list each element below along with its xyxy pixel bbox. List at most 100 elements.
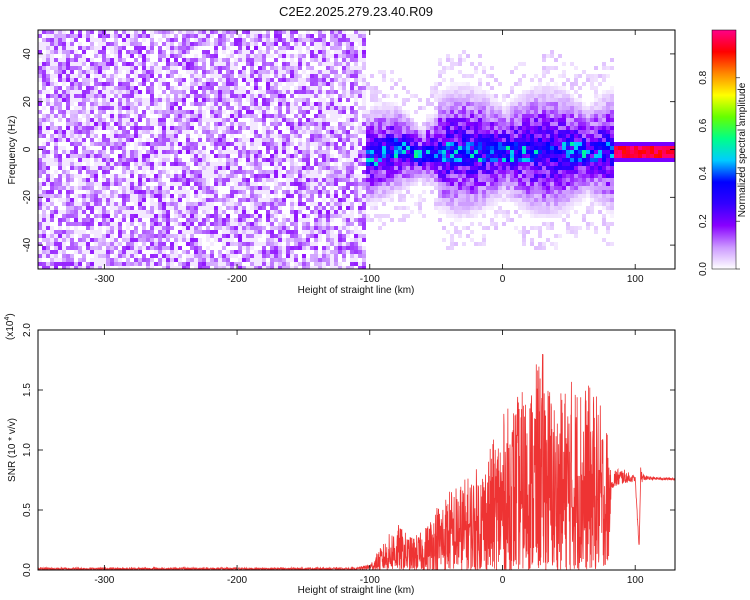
spectrogram-cell: [350, 206, 354, 210]
spectrogram-cell: [122, 218, 126, 222]
spectrogram-cell: [466, 178, 470, 182]
spectrogram-cell: [350, 178, 354, 182]
spectrogram-cell: [142, 146, 146, 150]
spectrogram-cell: [206, 190, 210, 194]
spectrogram-cell: [90, 94, 94, 98]
spectrogram-cell: [50, 66, 54, 70]
spectrogram-cell: [230, 106, 234, 110]
spectrogram-cell: [50, 262, 54, 266]
spectrogram-cell: [306, 178, 310, 182]
spectrogram-cell: [394, 190, 398, 194]
spectrogram-cell: [178, 158, 182, 162]
spectrogram-cell: [426, 122, 430, 126]
spectrogram-cell: [358, 266, 362, 269]
spectrogram-cell: [370, 154, 374, 158]
spectrogram-cell: [490, 206, 494, 210]
spectrogram-cell: [134, 42, 138, 46]
spectrogram-cell: [406, 98, 410, 102]
spectrogram-cell: [118, 146, 122, 150]
spectrogram-cell: [502, 94, 506, 98]
spectrogram-cell: [114, 246, 118, 250]
spectrogram-cell: [42, 98, 46, 102]
spectrogram-cell: [326, 218, 330, 222]
spectrogram-cell: [46, 130, 50, 134]
spectrogram-cell: [178, 122, 182, 126]
spectrogram-cell: [58, 234, 62, 238]
spectrogram-cell: [498, 110, 502, 114]
spectrogram-cell: [322, 30, 326, 34]
spectrogram-cell: [170, 178, 174, 182]
spectrogram-cell: [234, 162, 238, 166]
spectrogram-cell: [450, 78, 454, 82]
spectrogram-cell: [346, 222, 350, 226]
spectrogram-cell: [438, 90, 442, 94]
spectrogram-cell: [314, 114, 318, 118]
spectrogram-cell: [62, 114, 66, 118]
spectrogram-cell: [170, 102, 174, 106]
spectrogram-cell: [94, 162, 98, 166]
spectrogram-cell: [330, 206, 334, 210]
spectrogram-cell: [478, 98, 482, 102]
spectrogram-cell: [286, 122, 290, 126]
spectrogram-cell: [230, 86, 234, 90]
spectrogram-cell: [330, 134, 334, 138]
spectrogram-cell: [362, 150, 366, 154]
spectrogram-cell: [94, 94, 98, 98]
spectrogram-cell: [458, 202, 462, 206]
spectrogram-cell: [346, 70, 350, 74]
spectrogram-cell: [446, 158, 450, 162]
spectrogram-cell: [166, 230, 170, 234]
spectrogram-cell: [290, 66, 294, 70]
spectrogram-cell: [298, 50, 302, 54]
spectrogram-cell: [470, 134, 474, 138]
spectrogram-cell: [66, 106, 70, 110]
spectrogram-cell: [366, 154, 370, 158]
spectrogram-cell: [62, 42, 66, 46]
spectrogram-cell: [86, 198, 90, 202]
spectrogram-cell: [42, 230, 46, 234]
spectrogram-cell: [454, 154, 458, 158]
spectrogram-cell: [358, 142, 362, 146]
spectrogram-cell: [166, 214, 170, 218]
spectrogram-cell: [298, 82, 302, 86]
spectrogram-cell: [302, 186, 306, 190]
spectrogram-cell: [186, 142, 190, 146]
spectrogram-cell: [130, 122, 134, 126]
spectrogram-cell: [250, 266, 254, 269]
spectrogram-cell: [310, 142, 314, 146]
spectrogram-cell: [250, 222, 254, 226]
spectrogram-cell: [54, 246, 58, 250]
spectrogram-cell: [458, 98, 462, 102]
spectrogram-cell: [326, 170, 330, 174]
spectrogram-cell: [102, 238, 106, 242]
spectrogram-cell: [430, 182, 434, 186]
spectrogram-cell: [134, 142, 138, 146]
spectrogram-cell: [130, 238, 134, 242]
spectrogram-cell: [306, 198, 310, 202]
spectrogram-cell: [330, 254, 334, 258]
spectrogram-cell: [90, 186, 94, 190]
spectrogram-cell: [66, 154, 70, 158]
spectrogram-cell: [478, 154, 482, 158]
spectrogram-cell: [306, 106, 310, 110]
spectrogram-cell: [346, 98, 350, 102]
spectrogram-cell: [346, 158, 350, 162]
spectrogram-cell: [94, 214, 98, 218]
spectrogram-cell: [206, 162, 210, 166]
spectrogram-cell: [210, 106, 214, 110]
spectrogram-cell: [350, 266, 354, 269]
spectrogram-cell: [342, 86, 346, 90]
spectrogram-cell: [374, 110, 378, 114]
spectrogram-cell: [450, 194, 454, 198]
spectrogram-cell: [294, 170, 298, 174]
spectrogram-cell: [274, 94, 278, 98]
spectrogram-cell: [354, 254, 358, 258]
spectrogram-cell: [418, 138, 422, 142]
spectrogram-cell: [190, 210, 194, 214]
spectrogram-cell: [66, 86, 70, 90]
spectrogram-cell: [218, 90, 222, 94]
spectrogram-cell: [66, 126, 70, 130]
spectrogram-cell: [130, 82, 134, 86]
spectrogram-cell: [158, 94, 162, 98]
spectrogram-cell: [154, 226, 158, 230]
